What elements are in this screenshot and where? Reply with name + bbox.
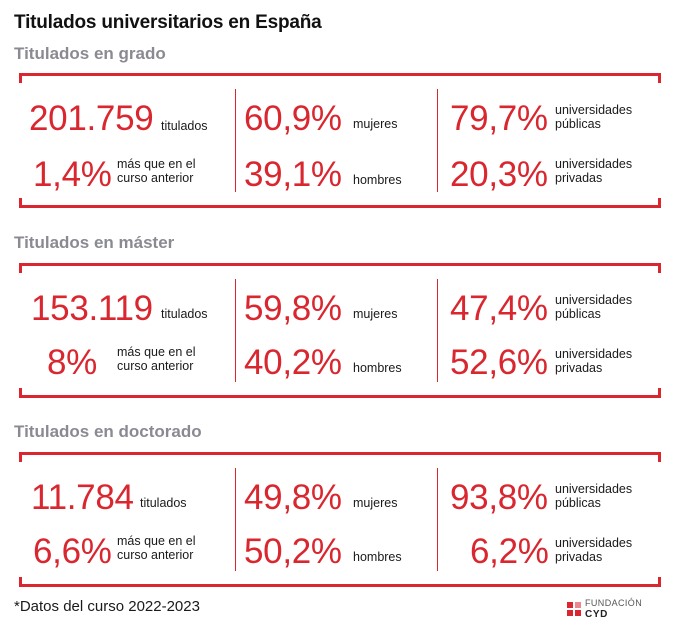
total-label: titulados	[140, 496, 187, 510]
stats-box-master: 153.119 titulados 8% más que en el curso…	[19, 263, 661, 398]
women-value: 60,9%	[244, 99, 342, 138]
women-label: mujeres	[353, 307, 398, 321]
public-value: 93,8%	[450, 478, 548, 517]
public-value: 79,7%	[450, 99, 548, 138]
column-divider	[437, 279, 438, 382]
private-label: universidades privadas	[555, 347, 632, 376]
box-border-bottom	[19, 205, 661, 208]
women-value: 59,8%	[244, 289, 342, 328]
public-label: universidades públicas	[555, 482, 632, 511]
public-label-line1: universidades	[555, 103, 633, 117]
private-label-line1: universidades	[555, 536, 633, 550]
public-label-line2: públicas	[555, 307, 601, 322]
box-corner	[19, 263, 22, 273]
private-value: 6,2%	[470, 532, 549, 571]
box-corner	[19, 452, 22, 462]
total-value: 153.119	[31, 289, 153, 328]
stats-box-doctorado: 11.784 titulados 6,6% más que en el curs…	[19, 452, 661, 587]
change-label: más que en el curso anterior	[117, 345, 196, 374]
cyd-logo-icon	[567, 602, 581, 617]
column-divider	[437, 468, 438, 571]
change-label-line1: más que en el	[117, 157, 196, 171]
private-label-line2: privadas	[555, 171, 603, 186]
men-value: 50,2%	[244, 532, 342, 571]
public-label-line1: universidades	[555, 293, 633, 307]
men-label: hombres	[353, 550, 402, 564]
private-value: 20,3%	[450, 155, 548, 194]
total-label: titulados	[161, 119, 208, 133]
women-value: 49,8%	[244, 478, 342, 517]
box-corner	[19, 388, 22, 398]
box-corner	[658, 73, 661, 83]
section-title-doctorado: Titulados en doctorado	[14, 422, 202, 441]
column-divider	[235, 468, 236, 571]
men-value: 39,1%	[244, 155, 342, 194]
page-title: Titulados universitarios en España	[14, 12, 322, 33]
box-corner	[19, 73, 22, 83]
box-corner	[19, 198, 22, 208]
box-border-bottom	[19, 584, 661, 587]
footnote: *Datos del curso 2022-2023	[14, 598, 200, 615]
private-value: 52,6%	[450, 343, 548, 382]
column-divider	[235, 89, 236, 192]
total-label: titulados	[161, 307, 208, 321]
private-label-line2: privadas	[555, 361, 603, 376]
men-label: hombres	[353, 361, 402, 375]
logo-line1: FUNDACIÓN	[585, 598, 643, 608]
public-value: 47,4%	[450, 289, 548, 328]
change-label-line1: más que en el	[117, 534, 196, 548]
box-corner	[658, 452, 661, 462]
public-label-line2: públicas	[555, 117, 601, 132]
women-label: mujeres	[353, 117, 398, 131]
box-corner	[658, 388, 661, 398]
change-label-line2: curso anterior	[117, 359, 194, 374]
men-value: 40,2%	[244, 343, 342, 382]
logo-line2: CYD	[585, 608, 608, 620]
women-label: mujeres	[353, 496, 398, 510]
box-corner	[658, 198, 661, 208]
logo-text: FUNDACIÓN CYD	[585, 598, 643, 620]
private-label-line1: universidades	[555, 157, 633, 171]
section-title-grado: Titulados en grado	[14, 44, 166, 63]
fundacion-cyd-logo: FUNDACIÓN CYD	[567, 598, 643, 620]
public-label: universidades públicas	[555, 103, 632, 132]
stats-box-grado: 201.759 titulados 1,4% más que en el cur…	[19, 73, 661, 208]
change-label-line2: curso anterior	[117, 548, 194, 563]
change-label-line2: curso anterior	[117, 171, 194, 186]
public-label-line1: universidades	[555, 482, 633, 496]
public-label: universidades públicas	[555, 293, 632, 322]
column-divider	[437, 89, 438, 192]
change-label-line1: más que en el	[117, 345, 196, 359]
box-corner	[658, 577, 661, 587]
change-label: más que en el curso anterior	[117, 157, 196, 186]
change-value: 1,4%	[33, 155, 112, 194]
total-value: 201.759	[29, 99, 154, 138]
change-value: 8%	[47, 343, 97, 382]
private-label: universidades privadas	[555, 157, 632, 186]
private-label: universidades privadas	[555, 536, 632, 565]
box-border-top	[19, 263, 661, 266]
private-label-line1: universidades	[555, 347, 633, 361]
box-border-top	[19, 452, 661, 455]
section-title-master: Titulados en máster	[14, 233, 175, 252]
change-label: más que en el curso anterior	[117, 534, 196, 563]
column-divider	[235, 279, 236, 382]
box-corner	[658, 263, 661, 273]
total-value: 11.784	[31, 478, 134, 517]
public-label-line2: públicas	[555, 496, 601, 511]
box-corner	[19, 577, 22, 587]
box-border-bottom	[19, 395, 661, 398]
men-label: hombres	[353, 173, 402, 187]
change-value: 6,6%	[33, 532, 112, 571]
private-label-line2: privadas	[555, 550, 603, 565]
box-border-top	[19, 73, 661, 76]
